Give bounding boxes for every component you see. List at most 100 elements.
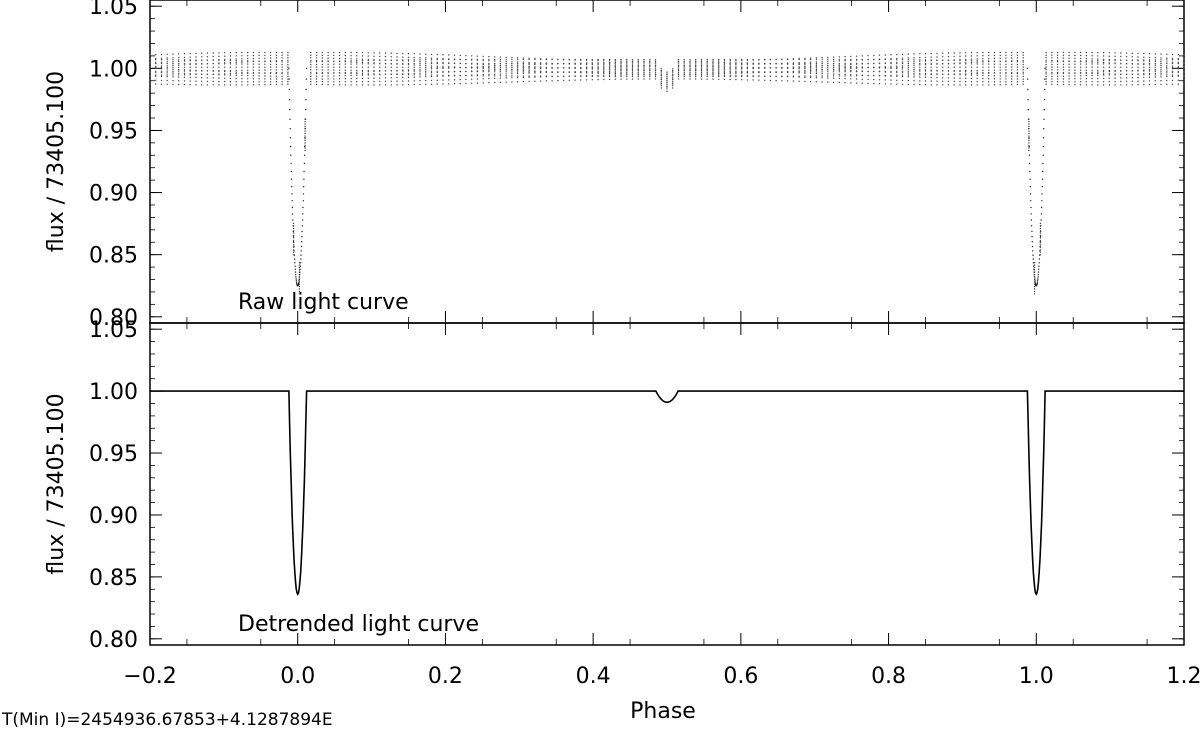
data-point bbox=[873, 58, 875, 61]
data-point bbox=[172, 62, 174, 65]
data-point bbox=[792, 58, 795, 60]
data-point bbox=[614, 71, 616, 73]
data-point bbox=[453, 79, 456, 81]
data-point bbox=[557, 79, 559, 82]
data-point bbox=[275, 51, 278, 54]
data-point bbox=[327, 60, 329, 62]
data-point bbox=[1045, 83, 1047, 85]
data-point bbox=[212, 84, 214, 86]
data-point bbox=[1131, 63, 1134, 65]
data-point bbox=[942, 59, 944, 61]
data-point bbox=[850, 62, 852, 65]
data-point bbox=[1166, 65, 1168, 67]
data-point bbox=[1005, 63, 1007, 65]
data-point bbox=[172, 83, 174, 86]
data-point bbox=[637, 64, 639, 67]
data-point bbox=[442, 70, 444, 73]
data-point bbox=[295, 278, 297, 280]
data-point bbox=[1037, 276, 1039, 278]
data-point bbox=[1154, 60, 1157, 63]
data-point bbox=[919, 60, 921, 62]
data-point bbox=[528, 70, 530, 72]
data-point bbox=[178, 62, 180, 65]
data-point bbox=[350, 63, 352, 65]
data-point bbox=[723, 78, 726, 81]
data-point bbox=[930, 52, 932, 55]
data-point bbox=[195, 52, 197, 55]
data-point bbox=[752, 75, 754, 78]
data-point bbox=[516, 62, 519, 65]
data-point bbox=[252, 84, 255, 86]
data-point bbox=[654, 60, 657, 63]
data-point bbox=[407, 66, 410, 69]
data-point bbox=[1108, 58, 1111, 61]
data-point bbox=[855, 75, 858, 77]
data-point bbox=[252, 60, 255, 63]
data-point bbox=[982, 66, 984, 68]
data-point bbox=[666, 77, 668, 79]
data-point bbox=[1120, 84, 1122, 86]
data-point bbox=[160, 53, 163, 56]
data-point bbox=[585, 75, 588, 78]
data-point bbox=[850, 75, 852, 77]
data-point bbox=[275, 75, 278, 78]
data-point bbox=[1028, 147, 1030, 149]
data-point bbox=[448, 79, 450, 81]
data-point bbox=[706, 74, 708, 76]
data-point bbox=[482, 59, 484, 62]
data-point bbox=[890, 83, 892, 85]
data-point bbox=[264, 54, 266, 57]
data-point bbox=[264, 63, 266, 65]
data-point bbox=[269, 69, 272, 71]
y-axis-label: flux / 73405.100 bbox=[44, 393, 69, 574]
data-point bbox=[315, 57, 318, 59]
data-point bbox=[1030, 225, 1033, 227]
data-point bbox=[953, 66, 955, 68]
data-point bbox=[218, 80, 220, 83]
data-point bbox=[936, 70, 938, 72]
data-point bbox=[1166, 53, 1168, 55]
data-point bbox=[166, 79, 168, 82]
data-point bbox=[189, 60, 191, 62]
data-point bbox=[241, 72, 243, 75]
data-point bbox=[1143, 80, 1145, 82]
data-point bbox=[1028, 120, 1030, 123]
data-point bbox=[735, 59, 737, 62]
data-point bbox=[1102, 55, 1105, 57]
data-point bbox=[522, 61, 525, 63]
data-point bbox=[1091, 60, 1093, 62]
data-point bbox=[993, 81, 996, 83]
data-point bbox=[896, 71, 898, 74]
data-point bbox=[229, 74, 232, 76]
data-point bbox=[1148, 69, 1151, 71]
data-point bbox=[1074, 60, 1076, 63]
data-point bbox=[1114, 84, 1116, 86]
data-point bbox=[241, 55, 243, 57]
data-point bbox=[729, 64, 731, 66]
data-point bbox=[959, 73, 961, 75]
data-point bbox=[907, 59, 909, 61]
data-point bbox=[218, 55, 220, 57]
data-point bbox=[327, 57, 329, 59]
data-point bbox=[315, 61, 318, 63]
data-point bbox=[930, 63, 932, 66]
data-point bbox=[970, 71, 973, 73]
data-point bbox=[195, 80, 197, 82]
data-point bbox=[988, 51, 990, 54]
data-point bbox=[292, 234, 295, 237]
x-tick-label: 1.2 bbox=[1167, 664, 1200, 689]
data-point bbox=[407, 80, 410, 82]
y-tick-label: 0.85 bbox=[89, 244, 138, 269]
data-point bbox=[1091, 69, 1093, 72]
data-point bbox=[384, 66, 387, 69]
data-point bbox=[189, 73, 191, 76]
data-point bbox=[1022, 80, 1024, 83]
data-point bbox=[821, 61, 823, 63]
data-point bbox=[264, 57, 266, 59]
data-point bbox=[804, 72, 806, 74]
data-point bbox=[178, 57, 180, 59]
data-point bbox=[993, 66, 996, 68]
data-point bbox=[982, 74, 984, 77]
data-point bbox=[620, 78, 622, 80]
data-point bbox=[626, 65, 628, 68]
